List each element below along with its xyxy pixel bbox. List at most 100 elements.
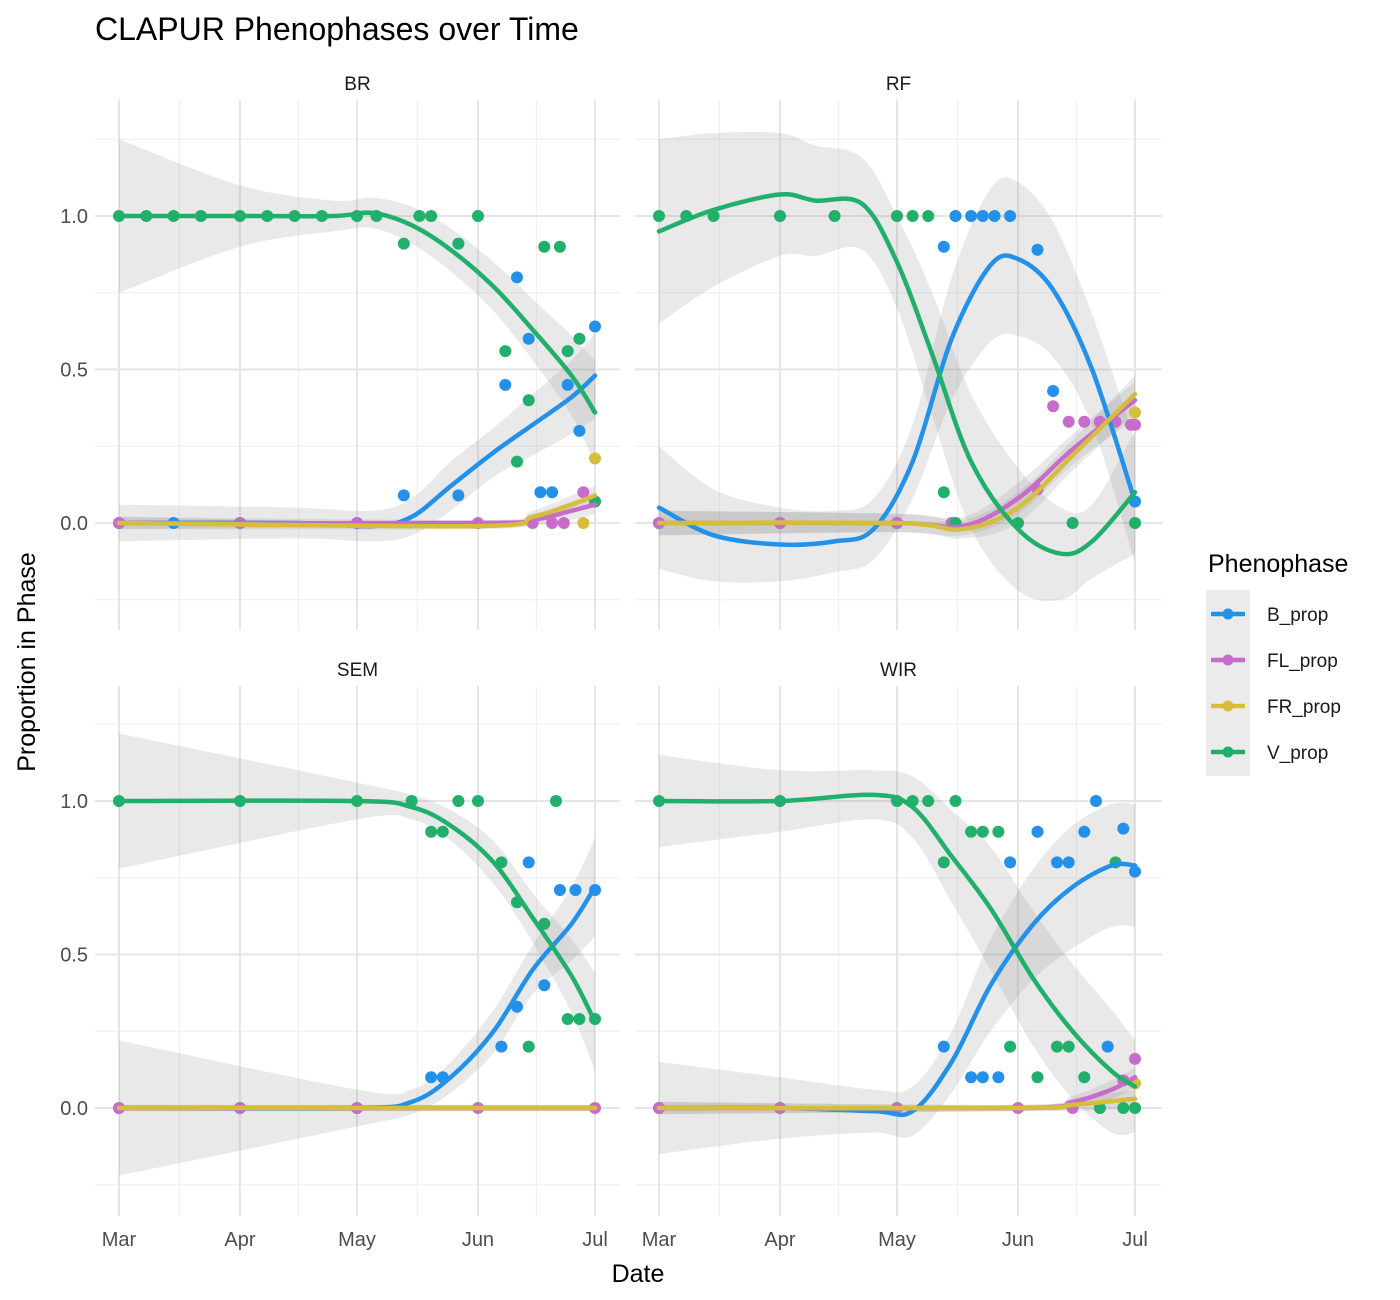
confidence-band-b-prop bbox=[659, 177, 1135, 583]
data-point-v-prop bbox=[891, 210, 903, 222]
panel-strip-label: WIR bbox=[880, 660, 917, 681]
data-point-b-prop bbox=[1062, 856, 1075, 869]
confidence-band-b-prop bbox=[119, 332, 595, 542]
data-point-v-prop bbox=[976, 825, 989, 838]
panel-strip-label: BR bbox=[344, 74, 370, 95]
confidence-band-v-prop bbox=[119, 733, 595, 1072]
trend-line-fr-prop bbox=[116, 493, 598, 529]
data-point-b-prop bbox=[1090, 795, 1102, 807]
data-point-b-prop bbox=[522, 332, 535, 345]
data-point-fl-prop bbox=[577, 486, 590, 499]
legend-label: V_prop bbox=[1267, 743, 1328, 764]
data-point-b-prop bbox=[1031, 825, 1044, 838]
legend-key-fl-prop bbox=[1211, 654, 1245, 666]
data-point-v-prop bbox=[1129, 517, 1141, 529]
trend-line-v-prop bbox=[656, 792, 1138, 1089]
data-point-fr-prop bbox=[1129, 406, 1141, 419]
x-tick-label: Jun bbox=[462, 1229, 494, 1251]
y-axis-title: Proportion in Phase bbox=[13, 552, 41, 772]
data-point-v-prop bbox=[1051, 1040, 1063, 1053]
legend-label: B_prop bbox=[1267, 605, 1328, 626]
legend-key-point bbox=[1222, 608, 1234, 620]
data-point-v-prop bbox=[1066, 517, 1079, 529]
panel-wir: WIR Mar Apr May Jun Jul bbox=[635, 660, 1162, 1251]
data-point-fl-prop bbox=[1078, 415, 1091, 428]
data-point-b-prop bbox=[499, 378, 512, 391]
data-point-fl-prop bbox=[1047, 400, 1060, 413]
data-point-b-prop bbox=[1004, 210, 1017, 222]
data-point-v-prop bbox=[511, 455, 523, 468]
data-point-v-prop bbox=[553, 240, 566, 253]
data-point-v-prop bbox=[1129, 1102, 1141, 1114]
data-point-b-prop bbox=[546, 486, 559, 499]
data-point-fl-prop bbox=[1129, 1052, 1141, 1065]
data-point-b-prop bbox=[397, 489, 410, 502]
data-point-fr-prop bbox=[589, 452, 601, 465]
y-tick-label: 1.0 bbox=[60, 791, 88, 813]
data-point-b-prop bbox=[561, 378, 574, 391]
data-point-v-prop bbox=[397, 237, 410, 250]
trend-line-b-prop bbox=[656, 253, 1138, 548]
data-point-b-prop bbox=[992, 1071, 1005, 1084]
x-tick-label: Jul bbox=[1122, 1229, 1148, 1251]
data-point-v-prop bbox=[522, 1040, 535, 1053]
chart-title: CLAPUR Phenophases over Time bbox=[95, 11, 579, 47]
data-point-b-prop bbox=[937, 240, 950, 253]
data-point-b-prop bbox=[569, 884, 582, 896]
data-point-b-prop bbox=[553, 884, 566, 896]
data-point-v-prop bbox=[425, 210, 438, 222]
data-point-v-prop bbox=[1031, 1071, 1044, 1084]
legend-key-v-prop bbox=[1211, 746, 1245, 758]
data-point-fl-prop bbox=[1062, 415, 1075, 428]
data-point-b-prop bbox=[511, 271, 523, 284]
data-point-fl-prop bbox=[546, 517, 559, 529]
y-tick-label: 0.5 bbox=[60, 360, 88, 382]
trend-line-v-prop bbox=[116, 798, 598, 1025]
data-point-b-prop bbox=[965, 210, 978, 222]
data-point-b-prop bbox=[1129, 865, 1141, 878]
legend-key-point bbox=[1222, 700, 1234, 712]
data-point-v-prop bbox=[561, 1013, 574, 1025]
trend-line-v-prop bbox=[116, 210, 598, 415]
x-tick-label: Apr bbox=[224, 1229, 255, 1251]
data-point-v-prop bbox=[472, 210, 484, 222]
y-tick-label: 0.5 bbox=[60, 945, 88, 967]
x-tick-label: Jun bbox=[1002, 1229, 1034, 1251]
data-point-v-prop bbox=[522, 394, 535, 407]
x-tick-label: Mar bbox=[102, 1229, 137, 1251]
data-point-v-prop bbox=[538, 240, 551, 253]
data-point-v-prop bbox=[573, 332, 586, 345]
panel-br: BR 0.0 0.5 1.0 bbox=[60, 74, 620, 630]
data-point-fl-prop bbox=[557, 517, 570, 529]
legend-label: FL_prop bbox=[1267, 651, 1338, 672]
data-point-b-prop bbox=[976, 1071, 989, 1084]
data-point-fl-prop bbox=[1129, 418, 1141, 431]
x-tick-label: Apr bbox=[764, 1229, 795, 1251]
data-point-v-prop bbox=[452, 795, 465, 807]
data-point-b-prop bbox=[495, 1040, 508, 1053]
x-tick-label: Mar bbox=[642, 1229, 677, 1251]
legend: B_prop FL_prop FR_prop V_prop bbox=[1206, 590, 1341, 776]
data-point-b-prop bbox=[937, 1040, 950, 1053]
data-point-v-prop bbox=[573, 1013, 586, 1025]
data-point-b-prop bbox=[988, 210, 1001, 222]
data-point-b-prop bbox=[589, 320, 601, 333]
legend-key-point bbox=[1222, 746, 1234, 758]
data-point-b-prop bbox=[965, 1071, 978, 1084]
data-point-v-prop bbox=[653, 210, 665, 222]
data-point-v-prop bbox=[949, 795, 962, 807]
x-tick-label: Jul bbox=[582, 1229, 608, 1251]
data-point-v-prop bbox=[828, 210, 841, 222]
x-tick-label: May bbox=[878, 1229, 916, 1251]
trend-line-v-prop bbox=[656, 192, 1138, 557]
legend-key-background bbox=[1206, 590, 1250, 776]
data-point-v-prop bbox=[561, 345, 574, 358]
data-point-v-prop bbox=[1078, 1071, 1091, 1084]
panel-strip-label: SEM bbox=[337, 660, 378, 681]
y-tick-label: 0.0 bbox=[60, 513, 88, 535]
legend-key-point bbox=[1222, 654, 1234, 666]
data-point-b-prop bbox=[538, 979, 551, 992]
data-point-b-prop bbox=[1117, 822, 1130, 835]
data-point-fr-prop bbox=[577, 517, 590, 529]
data-point-b-prop bbox=[1051, 856, 1063, 869]
